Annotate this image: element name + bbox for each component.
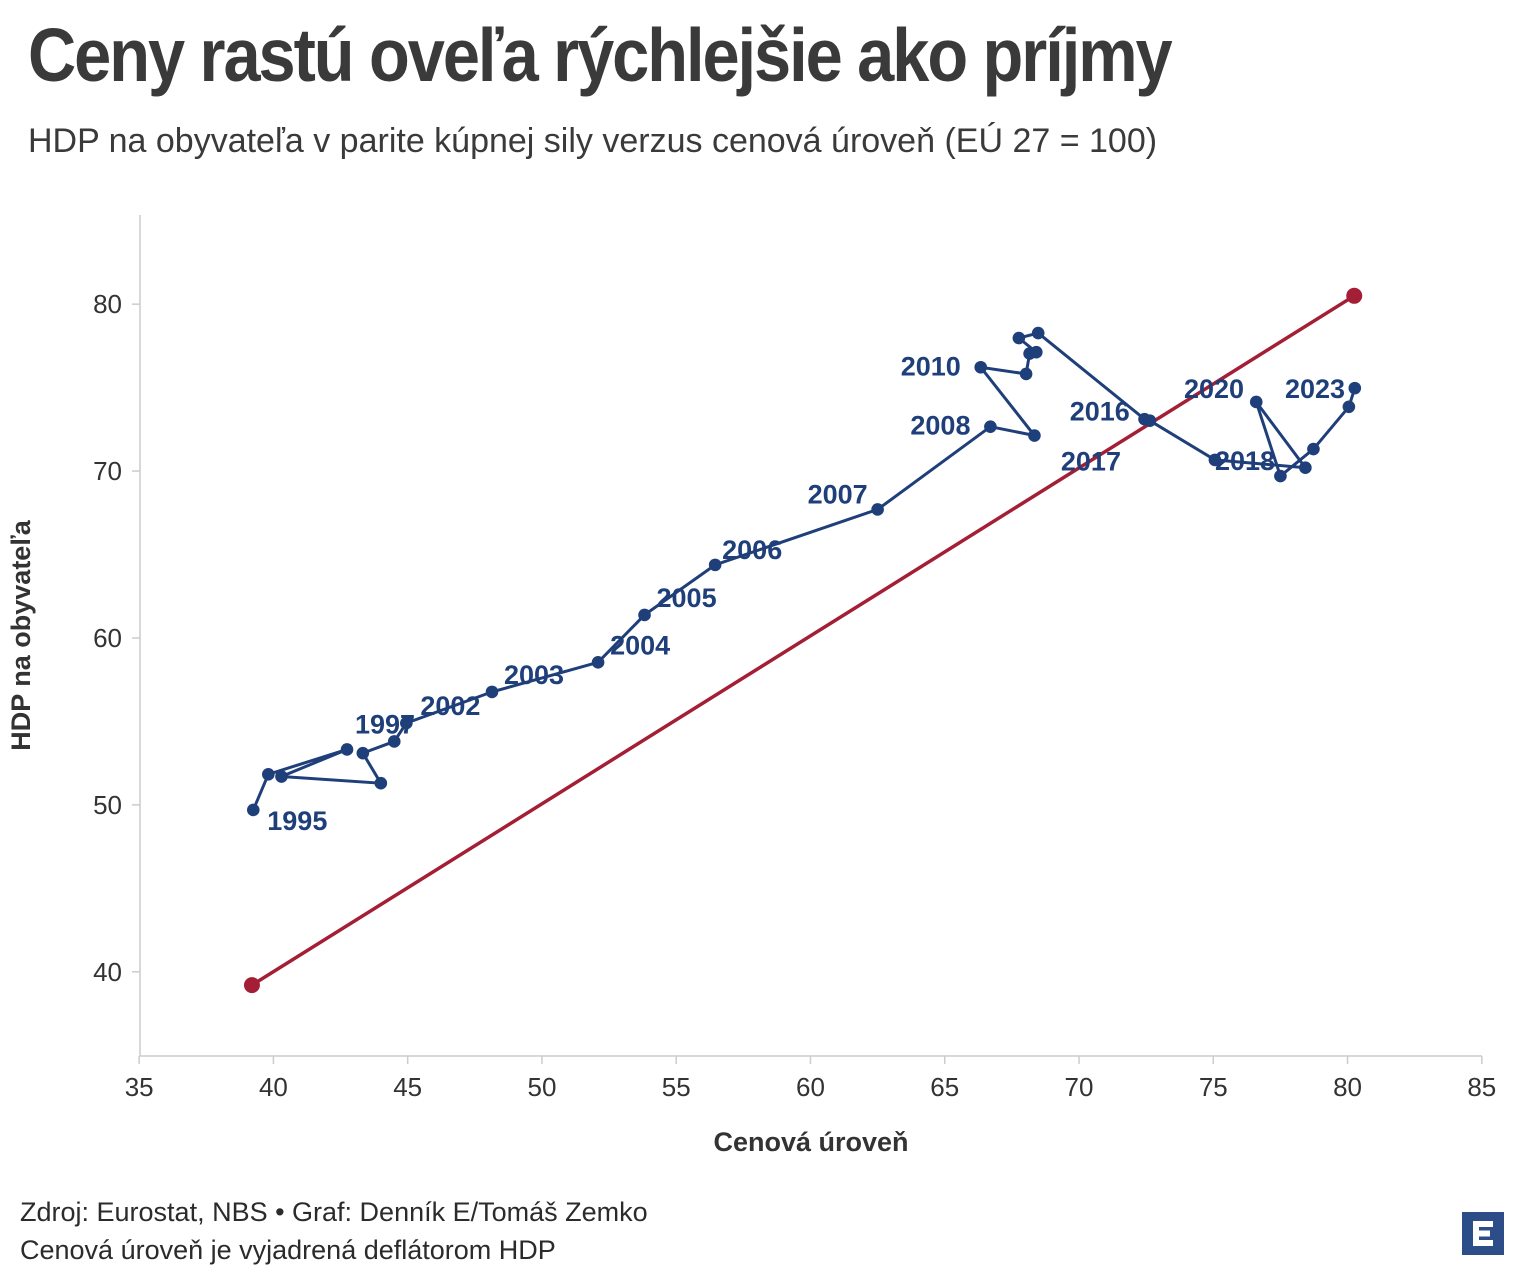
- svg-text:35: 35: [125, 1072, 154, 1102]
- svg-text:HDP na obyvateľa: HDP na obyvateľa: [6, 519, 36, 750]
- svg-text:2008: 2008: [910, 411, 970, 441]
- svg-text:60: 60: [93, 623, 122, 653]
- svg-text:2002: 2002: [420, 691, 480, 721]
- svg-text:80: 80: [1333, 1072, 1362, 1102]
- svg-text:2006: 2006: [722, 535, 782, 565]
- svg-text:85: 85: [1467, 1072, 1496, 1102]
- svg-text:40: 40: [259, 1072, 288, 1102]
- svg-text:70: 70: [93, 456, 122, 486]
- svg-text:45: 45: [393, 1072, 422, 1102]
- svg-text:2003: 2003: [504, 660, 564, 690]
- svg-text:2007: 2007: [808, 479, 868, 509]
- svg-text:2004: 2004: [610, 630, 670, 660]
- svg-text:2020: 2020: [1184, 374, 1244, 404]
- svg-text:2023: 2023: [1285, 374, 1345, 404]
- svg-text:1997: 1997: [355, 709, 415, 739]
- svg-text:2018: 2018: [1215, 446, 1275, 476]
- svg-text:40: 40: [93, 957, 122, 987]
- svg-text:55: 55: [662, 1072, 691, 1102]
- svg-text:75: 75: [1199, 1072, 1228, 1102]
- svg-text:2010: 2010: [901, 351, 961, 381]
- svg-text:50: 50: [527, 1072, 556, 1102]
- svg-text:60: 60: [796, 1072, 825, 1102]
- svg-text:50: 50: [93, 790, 122, 820]
- svg-text:2016: 2016: [1070, 396, 1130, 426]
- svg-text:Cenová úroveň: Cenová úroveň: [713, 1127, 908, 1157]
- svg-text:2005: 2005: [657, 583, 717, 613]
- svg-text:70: 70: [1065, 1072, 1094, 1102]
- svg-text:65: 65: [930, 1072, 959, 1102]
- svg-text:1995: 1995: [267, 806, 327, 836]
- svg-text:2017: 2017: [1061, 447, 1121, 477]
- svg-text:80: 80: [93, 289, 122, 319]
